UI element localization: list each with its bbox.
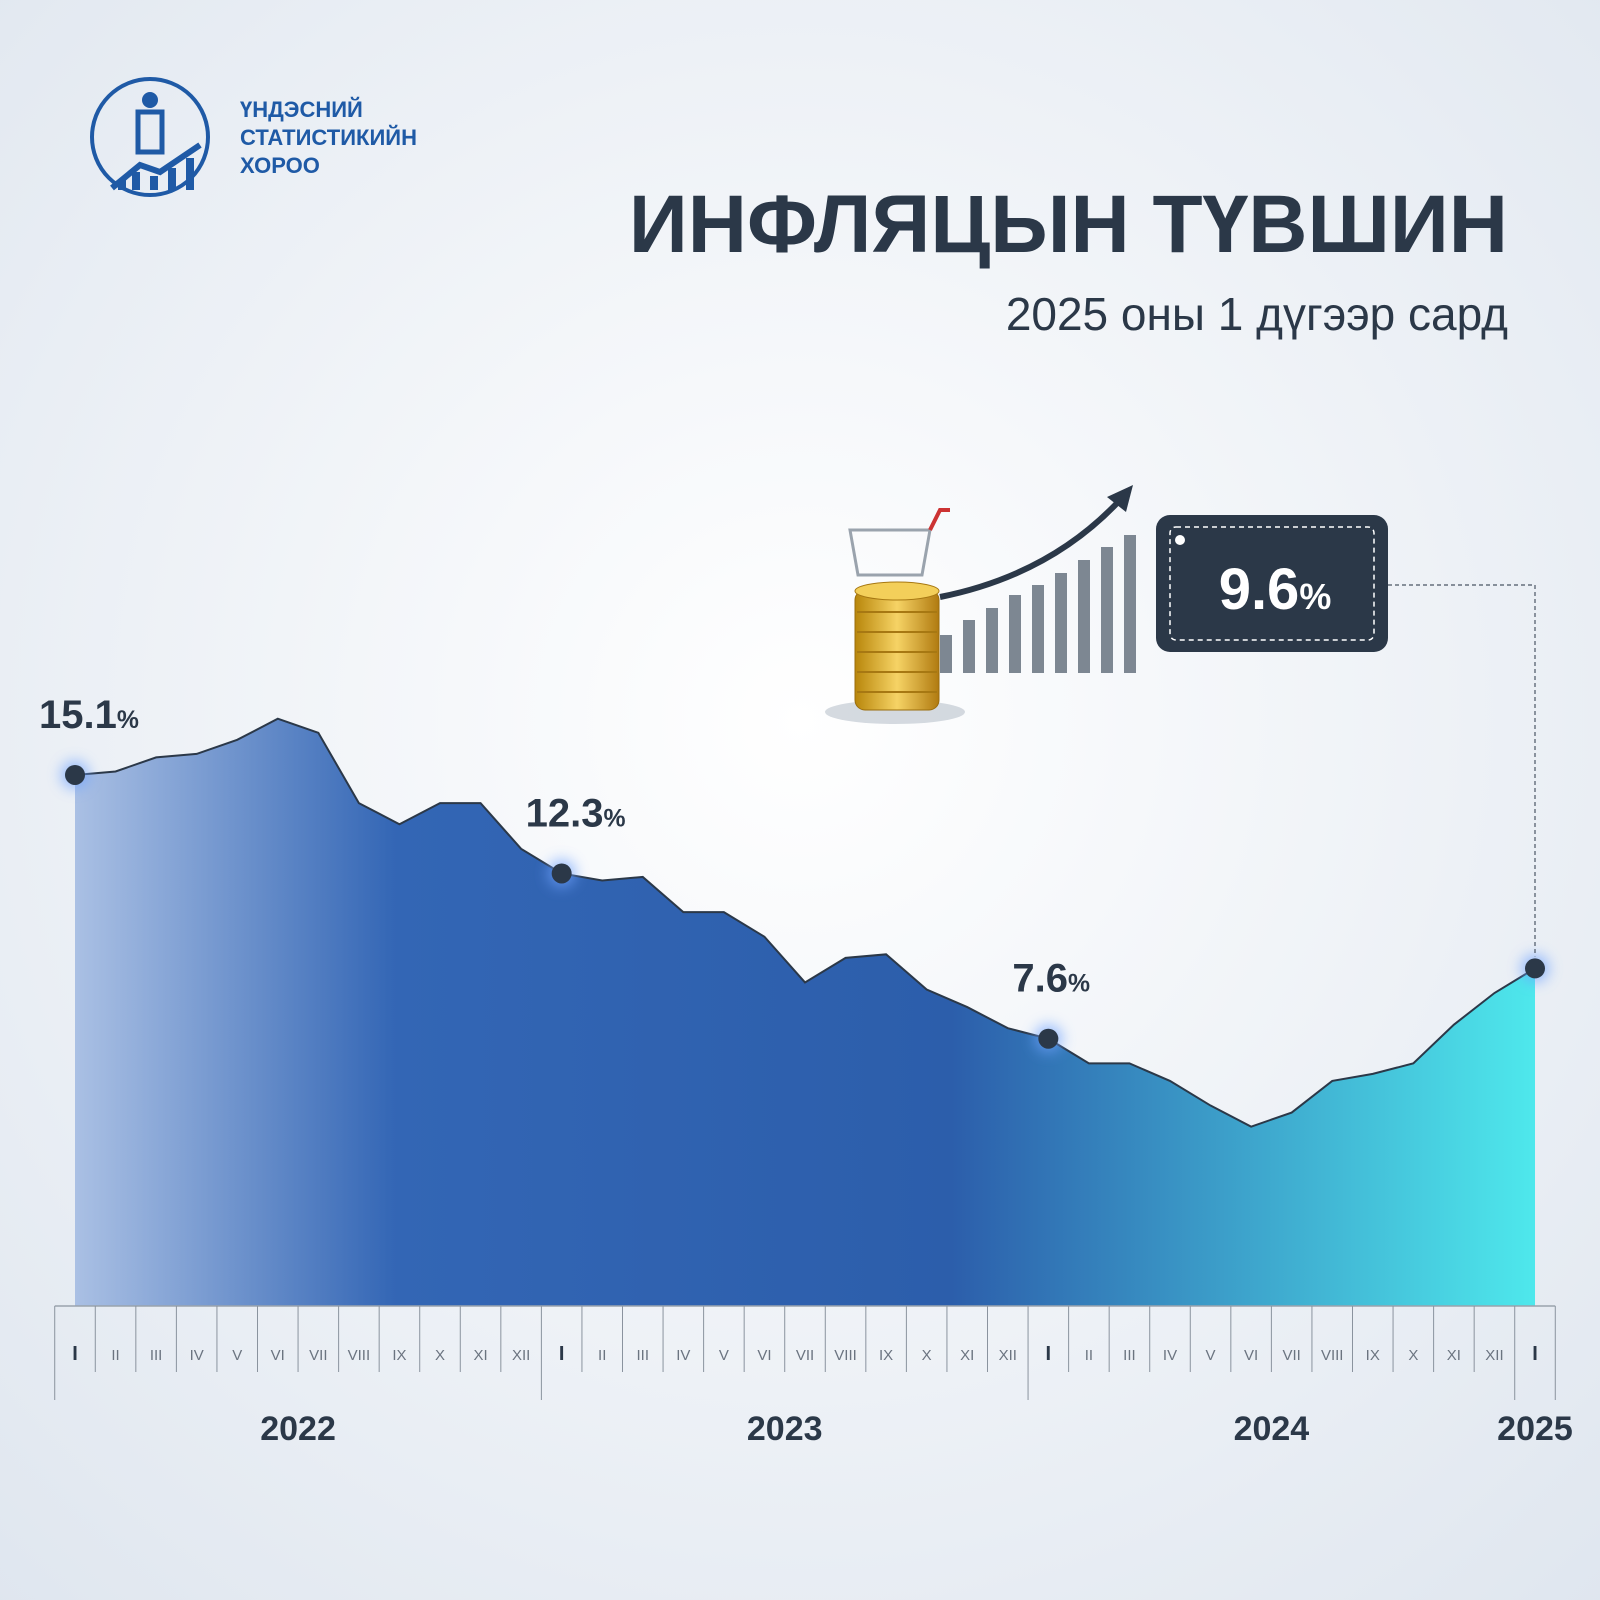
x-tick-label: VII xyxy=(796,1347,814,1364)
subtitle: 2025 оны 1 дүгээр сард xyxy=(1006,288,1508,340)
value-label: 9.6% xyxy=(1219,557,1332,622)
year-label: 2024 xyxy=(1234,1410,1310,1448)
x-tick-label: III xyxy=(637,1347,650,1364)
x-tick-label: X xyxy=(1408,1347,1418,1364)
x-tick-label: I xyxy=(72,1343,78,1365)
x-tick-label: XI xyxy=(473,1347,487,1364)
x-tick-label: IV xyxy=(190,1347,204,1364)
point xyxy=(65,764,85,785)
x-tick-label: XII xyxy=(999,1347,1017,1364)
illustration xyxy=(825,485,1136,724)
x-tick-label: II xyxy=(598,1347,606,1364)
x-tick-label: VI xyxy=(757,1347,771,1364)
point xyxy=(1525,958,1545,979)
x-tick-label: I xyxy=(1046,1343,1052,1365)
x-tick-label: I xyxy=(559,1343,565,1365)
area xyxy=(75,718,1535,1306)
callout xyxy=(1156,515,1388,652)
x-tick-label: VII xyxy=(309,1347,327,1364)
x-tick-label: IV xyxy=(1163,1347,1177,1364)
x-tick-label: XII xyxy=(512,1347,530,1364)
x-tick-label: II xyxy=(1085,1347,1093,1364)
year-label: 2022 xyxy=(260,1410,336,1448)
x-tick-label: VI xyxy=(1244,1347,1258,1364)
x-tick-label: V xyxy=(1206,1347,1216,1364)
value-label: 15.1% xyxy=(39,693,139,737)
chart: I II III IV V VI VII VIII IX X XI XII I II III IV V VI VII… xyxy=(39,584,1573,1448)
org-name: СТАТИСТИКИЙН xyxy=(240,125,417,150)
year-label: 2025 xyxy=(1497,1410,1573,1448)
point xyxy=(1038,1028,1059,1049)
x-tick-label: VIII xyxy=(348,1347,371,1364)
line xyxy=(74,717,1536,1128)
value-label: 7.6% xyxy=(1012,957,1090,1001)
x-tick-label: IX xyxy=(879,1347,893,1364)
x-tick-label: I xyxy=(1532,1343,1538,1365)
x-tick-label: IV xyxy=(676,1347,690,1364)
x-tick-label: XI xyxy=(960,1347,974,1364)
x-tick-label: VII xyxy=(1282,1347,1300,1364)
x-tick-label: X xyxy=(435,1347,445,1364)
org-name: ҮНДЭСНИЙ xyxy=(240,97,363,122)
x-tick-label: XI xyxy=(1447,1347,1461,1364)
x-tick-label: IX xyxy=(1366,1347,1380,1364)
x-tick-label: X xyxy=(922,1347,932,1364)
org-name: ХОРОО xyxy=(240,153,320,178)
logo xyxy=(90,77,210,197)
x-tick-label: III xyxy=(150,1347,163,1364)
value-label: 12.3% xyxy=(526,791,626,835)
year-label: 2023 xyxy=(747,1410,823,1448)
x-tick-label: IX xyxy=(392,1347,406,1364)
x-tick-label: VI xyxy=(271,1347,285,1364)
title: ИНФЛЯЦЫН ТҮВШИН xyxy=(629,179,1508,270)
x-tick-label: II xyxy=(111,1347,119,1364)
x-tick-label: V xyxy=(232,1347,242,1364)
x-tick-label: III xyxy=(1123,1347,1136,1364)
x-tick-label: VIII xyxy=(834,1347,857,1364)
leader-line xyxy=(1388,584,1536,957)
point xyxy=(551,863,572,884)
x-tick-label: V xyxy=(719,1347,729,1364)
x-tick-label: XII xyxy=(1485,1347,1503,1364)
x-tick-label: VIII xyxy=(1321,1347,1344,1364)
